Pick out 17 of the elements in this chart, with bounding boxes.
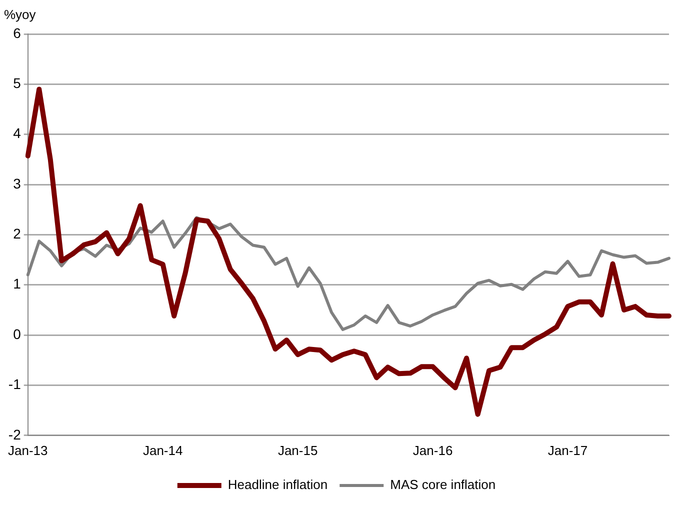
x-tick-label: Jan-17: [548, 442, 588, 458]
x-tick-label: Jan-15: [278, 442, 318, 458]
legend-label: Headline inflation: [228, 477, 328, 492]
y-tick-label: 6: [13, 24, 22, 41]
y-tick-label: 3: [13, 175, 22, 192]
y-tick-label: 5: [13, 75, 22, 92]
y-tick-label: -1: [8, 376, 22, 392]
y-tick-label: 2: [13, 226, 22, 242]
x-tick-label: Jan-13: [8, 442, 48, 458]
y-tick-label: -2: [8, 426, 22, 442]
legend-label: MAS core inflation: [390, 477, 496, 492]
y-axis-title: %yoy: [4, 7, 36, 22]
y-tick-label: 4: [13, 125, 22, 142]
x-tick-label: Jan-14: [142, 442, 183, 458]
y-tick-label: 0: [13, 326, 22, 342]
x-tick-label: Jan-16: [412, 442, 453, 458]
y-tick-label: 1: [13, 276, 22, 292]
